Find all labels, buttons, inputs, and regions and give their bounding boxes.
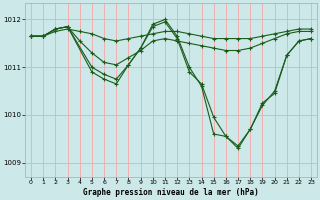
X-axis label: Graphe pression niveau de la mer (hPa): Graphe pression niveau de la mer (hPa) <box>83 188 259 197</box>
